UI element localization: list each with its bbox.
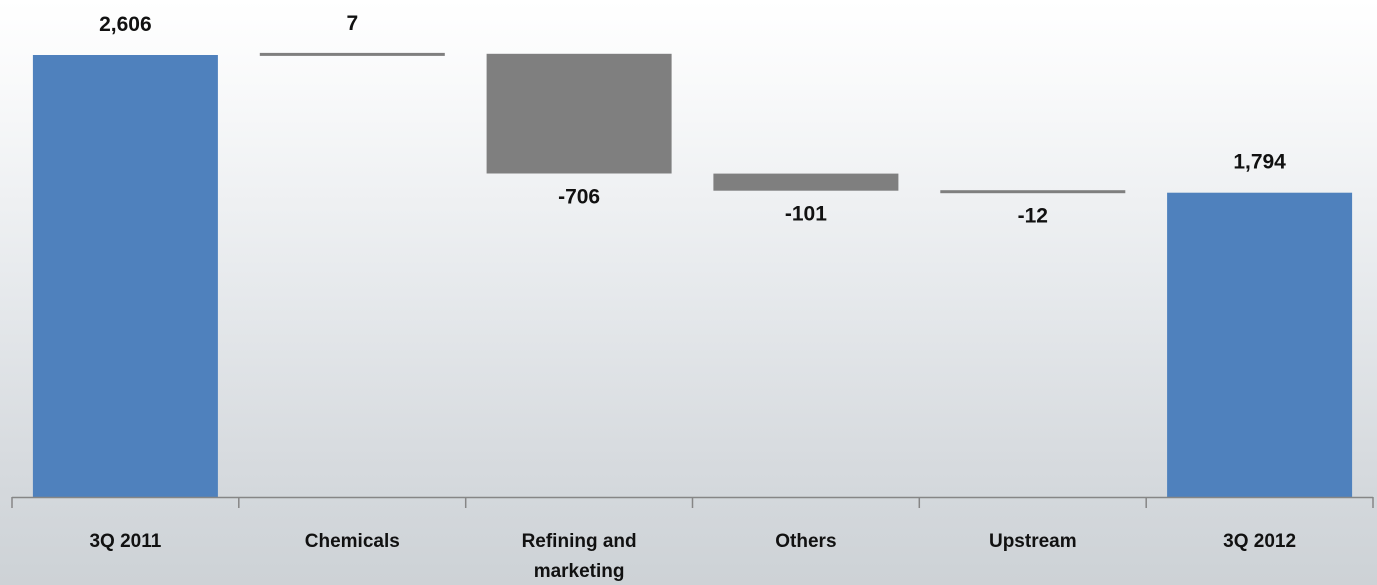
bar-upstream bbox=[940, 190, 1126, 194]
tick-label-line: marketing bbox=[534, 561, 625, 582]
tick-label-3q-2011: 3Q 2011 bbox=[89, 531, 161, 552]
tick-label-line: Refining and bbox=[522, 531, 637, 552]
bar-3q-2011 bbox=[32, 55, 218, 497]
bars-group bbox=[32, 52, 1353, 497]
bar-others bbox=[713, 173, 899, 191]
x-axis bbox=[11, 496, 1374, 508]
bar-refining-and-marketing bbox=[486, 53, 672, 174]
data-labels-group: 2,606 7 -706 -101 -12 1,794 bbox=[99, 12, 1286, 228]
data-label-chemicals: 7 bbox=[346, 12, 358, 35]
tick-label-others: Others bbox=[775, 531, 836, 552]
tick-label-line: 3Q 2012 bbox=[1223, 531, 1296, 552]
category-labels-group: 3Q 2011 Chemicals Refining and marketing Oth… bbox=[89, 531, 1296, 582]
data-label-refining-and-marketing: -706 bbox=[558, 186, 600, 209]
bar-3q-2012 bbox=[1167, 192, 1353, 497]
tick-label-line: 3Q 2011 bbox=[89, 531, 161, 552]
tick-label-chemicals: Chemicals bbox=[305, 531, 400, 552]
tick-label-line: Chemicals bbox=[305, 531, 400, 552]
data-label-3q-2011: 2,606 bbox=[99, 13, 152, 36]
tick-label-line: Upstream bbox=[989, 531, 1077, 552]
tick-label-3q-2012: 3Q 2012 bbox=[1223, 531, 1296, 552]
tick-label-line: Others bbox=[775, 531, 836, 552]
data-label-upstream: -12 bbox=[1018, 205, 1048, 228]
tick-label-refining-and-marketing: Refining and marketing bbox=[522, 531, 637, 582]
data-label-others: -101 bbox=[785, 203, 827, 226]
bar-chemicals bbox=[259, 52, 445, 56]
data-label-3q-2012: 1,794 bbox=[1233, 151, 1286, 174]
tick-label-upstream: Upstream bbox=[989, 531, 1077, 552]
